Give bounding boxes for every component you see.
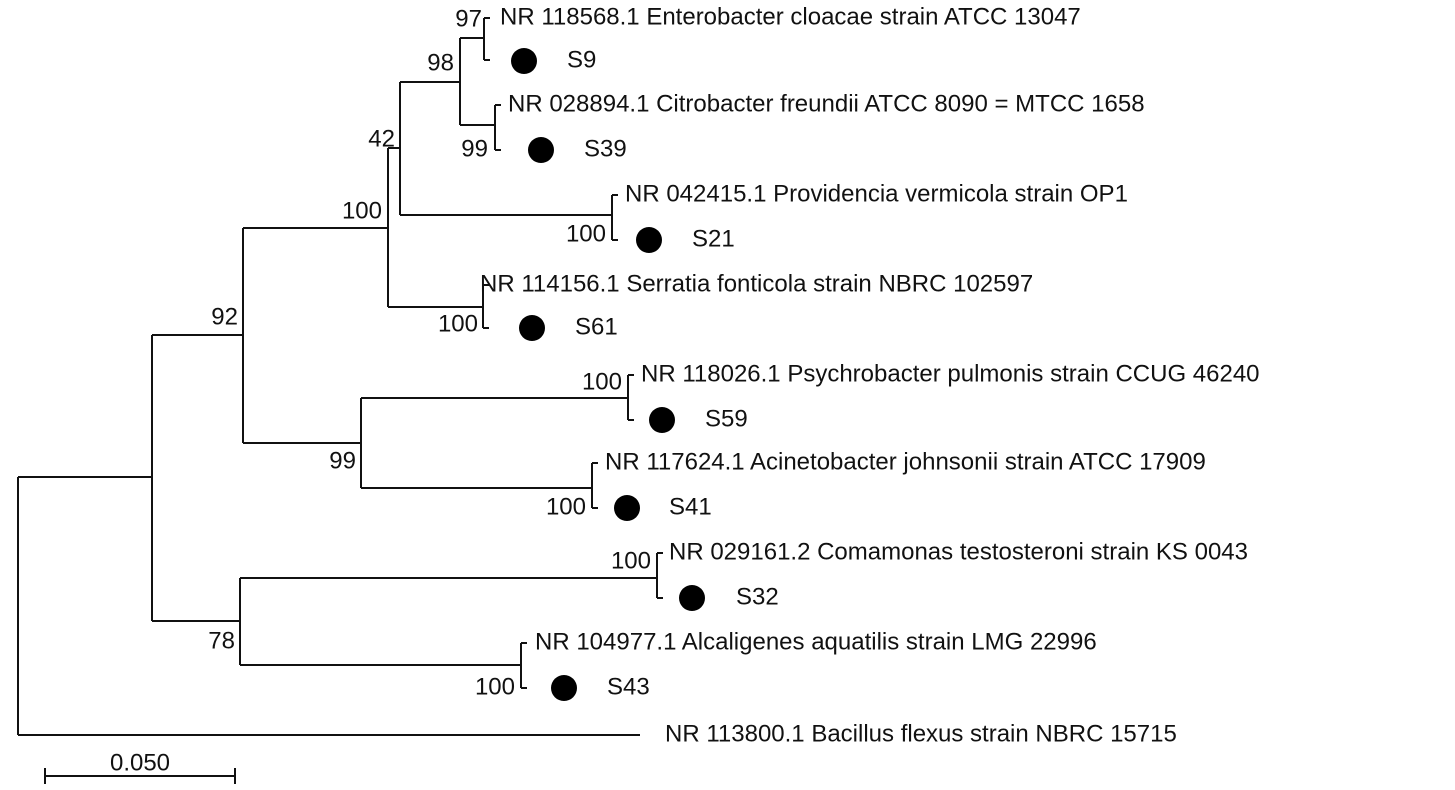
sample-markers	[511, 48, 705, 701]
leaf-label: NR 118568.1 Enterobacter cloacae strain …	[500, 3, 1081, 30]
sample-marker	[649, 407, 675, 433]
branch	[361, 374, 634, 421]
leaf-label: NR 029161.2 Comamonas testosteroni strai…	[669, 538, 1248, 565]
bootstrap: 100	[566, 220, 606, 247]
sample-label: S43	[607, 673, 650, 700]
bootstrap: 99	[329, 447, 356, 474]
bootstrap: 100	[611, 547, 651, 574]
branch	[17, 476, 640, 736]
branch	[460, 17, 490, 61]
sample-label: S21	[692, 225, 735, 252]
sample-marker	[551, 675, 577, 701]
leaf-label: NR 104977.1 Alcaligenes aquatilis strain…	[535, 628, 1097, 655]
branches	[17, 17, 663, 736]
bootstrap: 100	[475, 673, 515, 700]
branch	[388, 82, 618, 241]
bootstrap: 100	[582, 368, 622, 395]
bootstrap: 42	[368, 125, 395, 152]
bootstrap: 98	[427, 49, 454, 76]
bootstrap: 92	[211, 303, 238, 330]
scale-label: 0.050	[110, 749, 170, 776]
scale-bar	[44, 768, 236, 784]
bootstrap: 100	[546, 493, 586, 520]
sample-marker	[679, 585, 705, 611]
leaf-label: NR 028894.1 Citrobacter freundii ATCC 80…	[508, 90, 1145, 117]
sample-label: S61	[575, 313, 618, 340]
bootstrap: 100	[342, 197, 382, 224]
branch	[240, 552, 663, 599]
sample-marker	[614, 495, 640, 521]
sample-label: S9	[567, 46, 596, 73]
sample-marker	[511, 48, 537, 74]
bootstrap: 100	[438, 310, 478, 337]
leaf-label: NR 114156.1 Serratia fonticola strain NB…	[480, 270, 1033, 297]
bootstrap: 99	[461, 135, 488, 162]
bootstrap: 97	[455, 5, 482, 32]
leaf-label: NR 042415.1 Providencia vermicola strain…	[625, 180, 1128, 207]
sample-marker	[528, 137, 554, 163]
bootstrap: 78	[208, 627, 235, 654]
branch	[243, 148, 489, 329]
sample-label: S59	[705, 405, 748, 432]
branch	[460, 104, 501, 151]
sample-label: S41	[669, 493, 712, 520]
sample-label: S39	[584, 135, 627, 162]
branch	[151, 335, 527, 689]
branch	[152, 228, 598, 509]
sample-marker	[636, 227, 662, 253]
leaf-label: NR 113800.1 Bacillus flexus strain NBRC …	[665, 720, 1177, 747]
branch	[400, 38, 461, 125]
sample-label: S32	[736, 583, 779, 610]
leaf-label: NR 117624.1 Acinetobacter johnsonii stra…	[605, 448, 1206, 475]
sample-marker	[519, 315, 545, 341]
leaf-label: NR 118026.1 Psychrobacter pulmonis strai…	[641, 360, 1260, 387]
